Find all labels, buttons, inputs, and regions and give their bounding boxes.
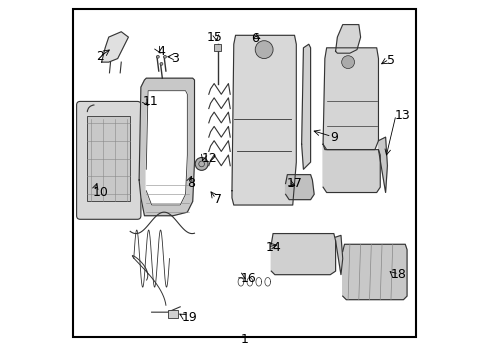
Text: 9: 9 bbox=[329, 131, 337, 144]
Circle shape bbox=[163, 55, 166, 58]
Text: 10: 10 bbox=[93, 186, 108, 199]
Polygon shape bbox=[335, 235, 342, 275]
Text: 19: 19 bbox=[182, 311, 197, 324]
Polygon shape bbox=[323, 48, 378, 150]
Polygon shape bbox=[301, 44, 310, 169]
Text: 14: 14 bbox=[265, 241, 281, 255]
Text: 16: 16 bbox=[241, 272, 256, 285]
Text: 3: 3 bbox=[171, 52, 179, 65]
Text: 6: 6 bbox=[251, 32, 259, 45]
Polygon shape bbox=[378, 137, 386, 193]
Text: 15: 15 bbox=[206, 31, 222, 44]
Circle shape bbox=[156, 55, 159, 58]
Text: 7: 7 bbox=[214, 193, 222, 206]
Circle shape bbox=[160, 63, 163, 65]
Polygon shape bbox=[146, 91, 187, 205]
Bar bbox=[167, 310, 178, 318]
Text: 2: 2 bbox=[96, 50, 104, 63]
Circle shape bbox=[255, 41, 272, 59]
Polygon shape bbox=[231, 35, 296, 205]
Bar bbox=[214, 44, 221, 51]
Polygon shape bbox=[335, 24, 360, 53]
Text: 4: 4 bbox=[157, 45, 164, 58]
Polygon shape bbox=[342, 244, 406, 300]
FancyBboxPatch shape bbox=[77, 102, 141, 219]
Circle shape bbox=[195, 157, 207, 170]
Text: 18: 18 bbox=[390, 268, 406, 281]
Text: 17: 17 bbox=[286, 177, 302, 190]
Text: 11: 11 bbox=[142, 95, 158, 108]
Text: 5: 5 bbox=[386, 54, 395, 67]
Text: 13: 13 bbox=[394, 109, 409, 122]
Text: 12: 12 bbox=[201, 152, 217, 165]
Polygon shape bbox=[102, 32, 128, 62]
Bar bbox=[87, 116, 130, 202]
Polygon shape bbox=[323, 144, 380, 193]
Text: 8: 8 bbox=[187, 177, 195, 190]
Polygon shape bbox=[139, 78, 194, 216]
Text: 1: 1 bbox=[240, 333, 248, 346]
Circle shape bbox=[341, 56, 354, 68]
Polygon shape bbox=[271, 234, 335, 275]
Polygon shape bbox=[285, 175, 313, 200]
